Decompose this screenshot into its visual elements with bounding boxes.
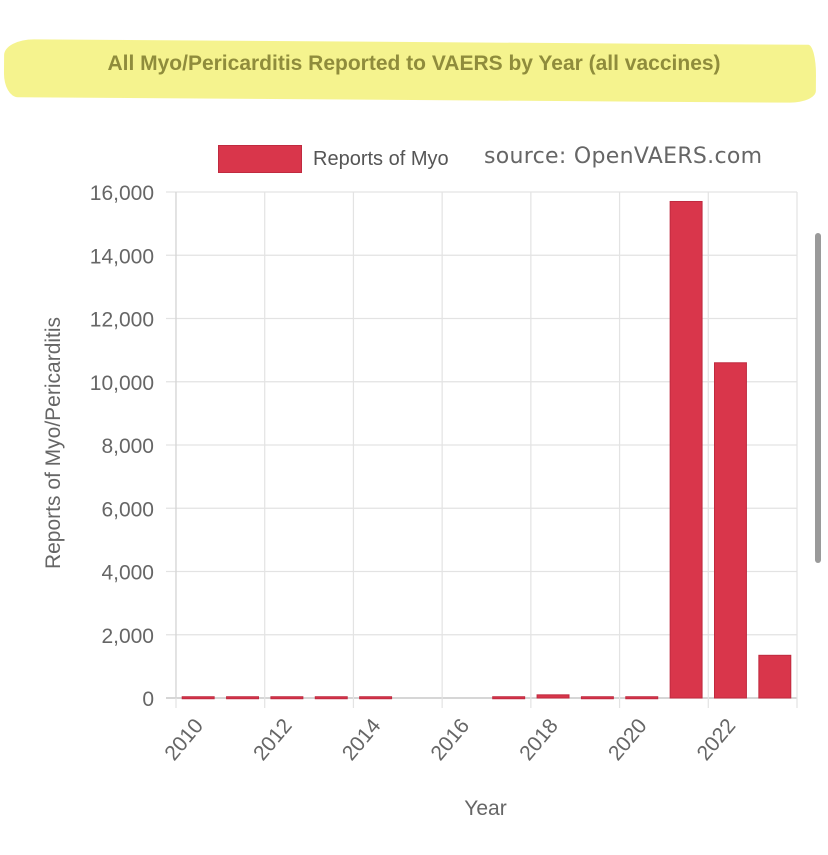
bar: [713, 362, 747, 699]
y-tick-label: 10,000: [90, 372, 154, 395]
source-label: source: OpenVAERS.com: [484, 144, 763, 169]
bar: [314, 696, 348, 700]
bar: [359, 696, 393, 700]
bar: [625, 696, 659, 700]
y-tick-label: 4,000: [101, 562, 154, 585]
x-tick-label: 2022: [693, 714, 741, 765]
scrollbar[interactable]: [815, 233, 821, 563]
bar: [492, 696, 526, 700]
y-tick-label: 2,000: [101, 625, 154, 648]
legend-label[interactable]: Reports of Myo: [313, 148, 449, 170]
bar: [580, 696, 614, 700]
bar: [270, 696, 304, 700]
x-axis-title: Year: [464, 797, 506, 820]
bar: [181, 696, 215, 700]
y-tick-label: 12,000: [90, 309, 154, 332]
y-axis-title: Reports of Myo/Pericarditis: [42, 317, 65, 569]
x-tick-label: 2016: [427, 714, 475, 765]
bar: [536, 694, 570, 699]
legend-swatch[interactable]: [218, 145, 302, 173]
x-tick-label: 2014: [338, 714, 386, 765]
y-tick-label: 0: [142, 688, 154, 711]
y-tick-label: 8,000: [101, 435, 154, 458]
y-tick-label: 16,000: [90, 182, 154, 205]
x-tick-label: 2012: [249, 714, 297, 765]
x-tick-label: 2018: [515, 714, 563, 765]
y-tick-label: 6,000: [101, 498, 154, 521]
x-tick-label: 2020: [604, 714, 652, 765]
bar: [758, 654, 792, 699]
bar: [226, 696, 260, 700]
bar: [669, 200, 703, 699]
x-tick-label: 2010: [160, 714, 208, 765]
y-tick-label: 14,000: [90, 245, 154, 268]
chart-title: All Myo/Pericarditis Reported to VAERS b…: [107, 52, 721, 75]
